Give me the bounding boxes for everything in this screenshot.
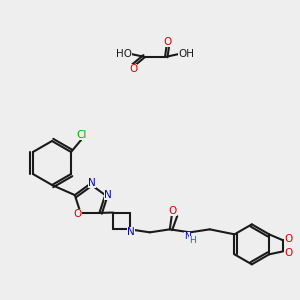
Text: O: O [163, 37, 171, 47]
Text: N: N [104, 190, 112, 200]
Text: O: O [129, 64, 137, 74]
Text: OH: OH [178, 49, 194, 59]
Text: O: O [74, 209, 82, 219]
Text: N: N [184, 232, 191, 241]
Text: H: H [189, 236, 196, 245]
Text: N: N [127, 227, 135, 237]
Text: O: O [284, 248, 292, 258]
Text: N: N [88, 178, 96, 188]
Text: O: O [169, 206, 177, 216]
Text: O: O [284, 234, 292, 244]
Text: HO: HO [116, 49, 132, 59]
Text: Cl: Cl [77, 130, 87, 140]
